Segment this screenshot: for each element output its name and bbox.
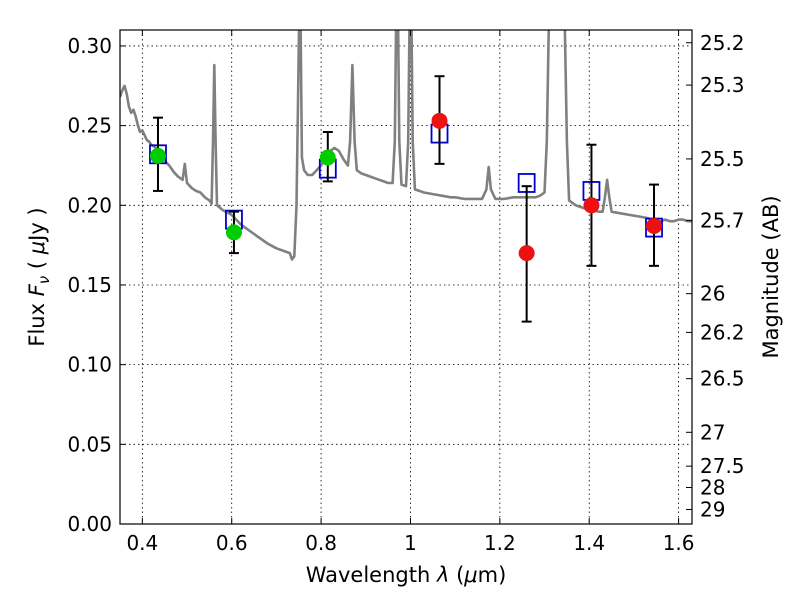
plot-area (120, 30, 692, 524)
data-point (646, 218, 663, 235)
x-tick-label: 0.6 (216, 531, 248, 555)
y-tick-label: 0.25 (67, 114, 112, 138)
y2-tick-label: 29 (700, 497, 725, 521)
y-axis-title-unit-mu: μ (25, 241, 49, 255)
y2-tick-label: 26 (700, 282, 725, 306)
y-axis-title-sub: ν (35, 276, 53, 284)
y-axis-title-text: Flux (25, 303, 49, 347)
y2-tick-label: 27.5 (700, 454, 745, 478)
plot-frame (119, 29, 693, 525)
x-tick-label: 1 (404, 531, 417, 555)
x-tick-label: 0.4 (126, 531, 158, 555)
y-tick-label: 0.20 (67, 193, 112, 217)
y2-tick-label: 26.5 (700, 367, 745, 391)
y-axis-title-symbol: F (25, 283, 49, 296)
data-point (518, 245, 535, 262)
y-axis-title-unit-close: ) (25, 207, 49, 215)
y2-tick-label: 25.3 (700, 73, 745, 97)
y2-tick-label: 28 (700, 475, 725, 499)
y-axis-title-unit-rest: Jy (25, 222, 49, 243)
x-tick-label: 0.8 (305, 531, 337, 555)
y-tick-label: 0.00 (67, 512, 112, 536)
y-axis-title: Flux Fν ( μJy ) (25, 207, 53, 346)
x-axis-title-symbol: λ (436, 563, 449, 587)
y-tick-label: 0.05 (67, 432, 112, 456)
y-tick-label: 0.30 (67, 34, 112, 58)
x-axis-title-unit-mu: μ (463, 563, 477, 587)
y2-tick-label: 25.7 (700, 208, 745, 232)
sed-line (120, 30, 692, 261)
y-tick-label: 0.15 (67, 273, 112, 297)
x-axis-title: Wavelength λ (μm) (306, 563, 507, 587)
data-point (583, 197, 600, 214)
data-point (431, 112, 448, 129)
x-tick-label: 1.6 (663, 531, 695, 555)
x-axis-title-text: Wavelength (306, 563, 431, 587)
y2-axis-title: Magnitude (AB) (759, 195, 783, 358)
y2-tick-label: 25.2 (700, 31, 745, 55)
y2-tick-label: 26.2 (700, 320, 745, 344)
x-axis-title-unit-rest: m) (478, 563, 507, 587)
y-axis-title-unit-open: ( (25, 261, 49, 269)
ticks: 0.4 0.6 0.8 1 1.2 1.4 1.6 0.00 0.05 0.10 0.15 0.20 0… (67, 30, 745, 555)
data-point (149, 147, 166, 164)
y-tick-label: 0.10 (67, 353, 112, 377)
data-point (225, 224, 242, 241)
x-axis-title-unit-open: ( (456, 563, 464, 587)
x-tick-label: 1.4 (573, 531, 605, 555)
plot-content (120, 30, 692, 323)
y2-tick-label: 27 (700, 420, 725, 444)
y2-tick-label: 25.5 (700, 147, 745, 171)
x-tick-label: 1.2 (484, 531, 516, 555)
data-point (319, 149, 336, 166)
